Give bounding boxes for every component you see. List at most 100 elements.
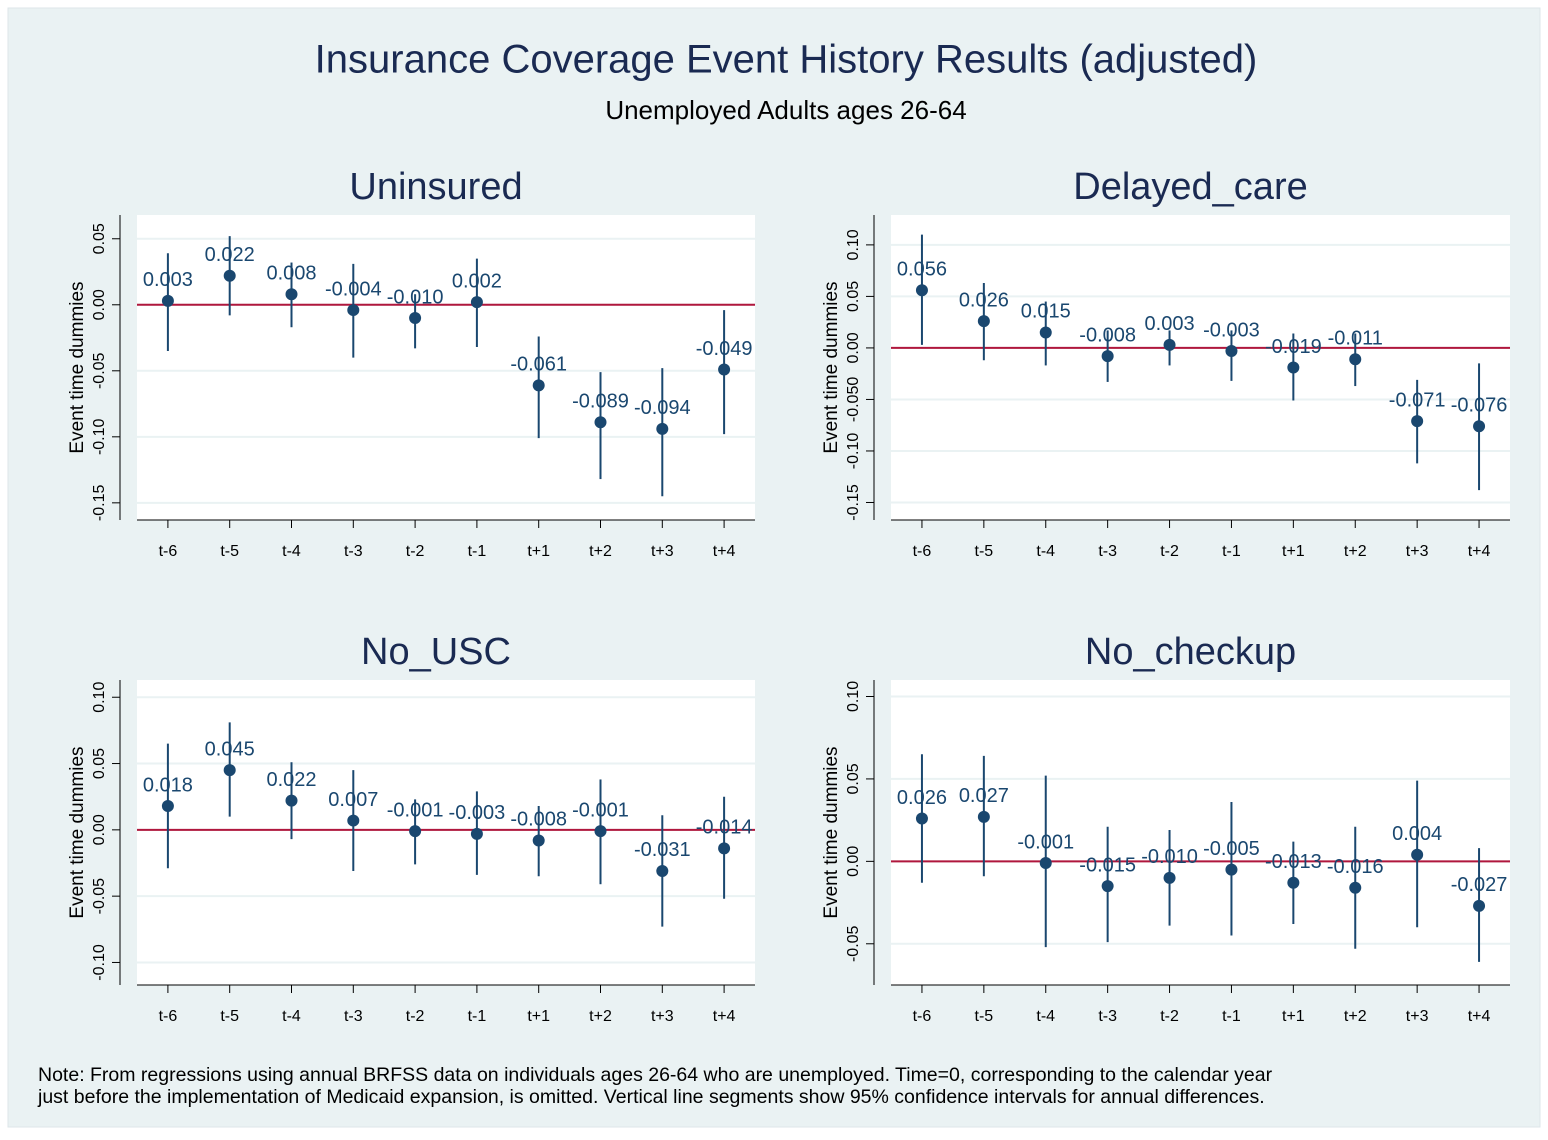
value-label: -0.004 bbox=[325, 278, 382, 300]
value-label: 0.022 bbox=[205, 244, 255, 266]
panel-title: No_checkup bbox=[1085, 631, 1296, 673]
x-tick-label: t-6 bbox=[159, 1008, 178, 1025]
point bbox=[470, 827, 483, 840]
value-label: 0.056 bbox=[897, 259, 947, 281]
x-tick-label: t-3 bbox=[1098, 543, 1117, 560]
value-label: -0.008 bbox=[1079, 324, 1136, 346]
x-tick-label: t-5 bbox=[220, 1008, 239, 1025]
value-label: -0.014 bbox=[696, 817, 753, 839]
x-tick-label: t+1 bbox=[1282, 1008, 1305, 1025]
y-tick-label: 0.00 bbox=[845, 332, 862, 363]
y-tick-label: -0.05 bbox=[845, 925, 862, 962]
plot-area bbox=[137, 215, 755, 520]
y-tick-label: -0.05 bbox=[91, 352, 108, 389]
point bbox=[409, 825, 422, 838]
note: just before the implementation of Medica… bbox=[37, 1086, 1265, 1108]
value-label: -0.001 bbox=[572, 799, 629, 821]
x-tick-label: t+2 bbox=[1344, 1008, 1367, 1025]
x-tick-label: t+1 bbox=[1282, 543, 1305, 560]
panel-title: Uninsured bbox=[349, 166, 522, 208]
value-label: -0.027 bbox=[1451, 874, 1508, 896]
value-label: 0.007 bbox=[328, 789, 378, 811]
point bbox=[1101, 880, 1114, 893]
point bbox=[1473, 899, 1486, 912]
x-tick-label: t+3 bbox=[651, 1008, 674, 1025]
x-tick-label: t-1 bbox=[468, 543, 487, 560]
y-tick-label: 0.05 bbox=[91, 223, 108, 254]
x-tick-label: t+4 bbox=[713, 1008, 736, 1025]
y-tick-label: -0.10 bbox=[91, 418, 108, 455]
value-label: -0.008 bbox=[510, 809, 567, 831]
x-tick-label: t+1 bbox=[527, 543, 550, 560]
point bbox=[915, 284, 928, 297]
point bbox=[347, 304, 360, 317]
x-tick-label: t-1 bbox=[1222, 1008, 1241, 1025]
point bbox=[718, 363, 731, 376]
x-tick-label: t-4 bbox=[1036, 1008, 1055, 1025]
value-label: -0.005 bbox=[1203, 838, 1260, 860]
y-tick-label: 0.10 bbox=[91, 682, 108, 713]
value-label: 0.018 bbox=[143, 774, 193, 796]
point bbox=[1101, 350, 1114, 363]
value-label: -0.013 bbox=[1265, 851, 1322, 873]
x-tick-label: t-3 bbox=[344, 1008, 363, 1025]
x-tick-label: t-2 bbox=[1160, 543, 1179, 560]
point bbox=[1039, 857, 1052, 869]
value-label: -0.015 bbox=[1079, 854, 1136, 876]
panel-title: No_USC bbox=[361, 631, 511, 673]
y-tick-label: -0.050 bbox=[845, 377, 862, 422]
plot-area bbox=[137, 680, 755, 985]
value-label: 0.045 bbox=[205, 738, 255, 760]
y-tick-label: 0.05 bbox=[91, 748, 108, 779]
x-tick-label: t-6 bbox=[913, 543, 932, 560]
x-tick-label: t-2 bbox=[1160, 1008, 1179, 1025]
point bbox=[1287, 876, 1300, 889]
panel-title: Delayed_care bbox=[1073, 166, 1307, 208]
value-label: -0.003 bbox=[1203, 319, 1260, 341]
x-tick-label: t+3 bbox=[651, 543, 674, 560]
y-tick-label: -0.10 bbox=[91, 944, 108, 981]
x-tick-label: t+4 bbox=[713, 543, 736, 560]
point bbox=[1473, 420, 1486, 433]
note: Note: From regressions using annual BRFS… bbox=[38, 1064, 1273, 1086]
x-tick-label: t+3 bbox=[1406, 1008, 1429, 1025]
x-tick-label: t-6 bbox=[913, 1008, 932, 1025]
y-tick-label: -0.15 bbox=[91, 484, 108, 521]
value-label: 0.002 bbox=[452, 270, 502, 292]
chart-subtitle: Unemployed Adults ages 26-64 bbox=[605, 95, 966, 125]
x-tick-label: t-4 bbox=[282, 543, 301, 560]
x-tick-label: t-1 bbox=[468, 1008, 487, 1025]
value-label: -0.001 bbox=[1017, 831, 1074, 853]
value-label: 0.026 bbox=[959, 289, 1009, 311]
x-tick-label: t+1 bbox=[527, 1008, 550, 1025]
point bbox=[532, 379, 545, 392]
plot-area bbox=[891, 680, 1510, 985]
y-tick-label: 0.00 bbox=[91, 814, 108, 845]
point bbox=[656, 422, 669, 435]
point bbox=[1411, 848, 1424, 861]
value-label: -0.076 bbox=[1451, 395, 1508, 417]
point bbox=[594, 825, 607, 838]
value-label: 0.026 bbox=[897, 787, 947, 809]
x-tick-label: t-2 bbox=[406, 543, 425, 560]
chart-title: Insurance Coverage Event History Results… bbox=[315, 38, 1258, 82]
point bbox=[409, 311, 422, 324]
point bbox=[1349, 881, 1362, 894]
x-tick-label: t-4 bbox=[282, 1008, 301, 1025]
value-label: -0.094 bbox=[634, 397, 691, 419]
value-label: -0.071 bbox=[1389, 389, 1446, 411]
x-tick-label: t+2 bbox=[589, 1008, 612, 1025]
point bbox=[223, 269, 236, 282]
y-axis-title: Event time dummies bbox=[821, 281, 842, 453]
y-tick-label: 0.00 bbox=[91, 289, 108, 320]
value-label: 0.027 bbox=[959, 785, 1009, 807]
point bbox=[1225, 345, 1238, 358]
point bbox=[977, 315, 990, 328]
point bbox=[1287, 361, 1300, 374]
y-axis-title: Event time dummies bbox=[67, 281, 88, 453]
point bbox=[347, 814, 360, 827]
value-label: 0.015 bbox=[1021, 301, 1071, 323]
x-tick-label: t+2 bbox=[1344, 543, 1367, 560]
plot-area bbox=[891, 215, 1510, 520]
x-tick-label: t-4 bbox=[1036, 543, 1055, 560]
